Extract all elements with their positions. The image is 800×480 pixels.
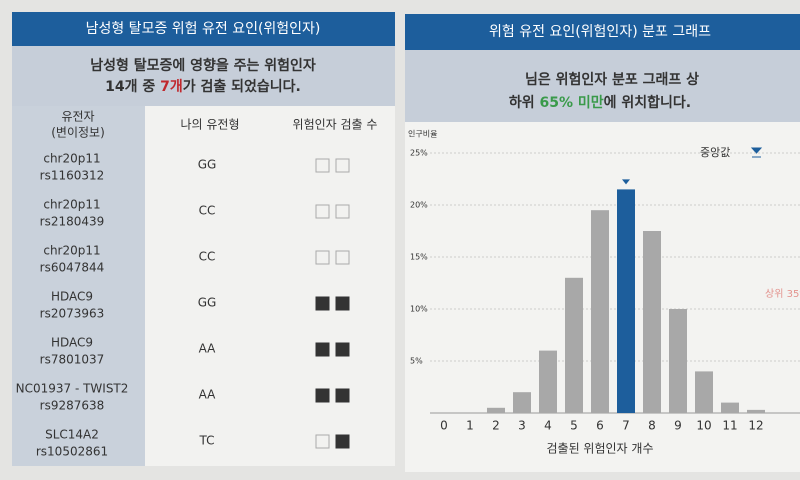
detect-box bbox=[335, 296, 350, 311]
bar bbox=[565, 277, 583, 413]
bar bbox=[487, 407, 505, 413]
x-tick-label: 6 bbox=[596, 419, 604, 433]
rsid: rs10502861 bbox=[36, 445, 108, 459]
bar bbox=[695, 371, 713, 413]
text-part: 7개 bbox=[160, 79, 183, 95]
rsid: rs1160312 bbox=[40, 169, 105, 183]
chart-subtitle: 님은 위험인자 분포 그래프 상 bbox=[525, 71, 699, 88]
gene: chr20p11 bbox=[43, 244, 100, 258]
rsid: rs2073963 bbox=[40, 307, 105, 321]
bar bbox=[591, 210, 609, 413]
annotation: 상위 35% bbox=[765, 287, 800, 300]
detect-box bbox=[335, 250, 350, 265]
x-tick-label: 12 bbox=[748, 419, 763, 433]
detect-box bbox=[315, 296, 330, 311]
gene: HDAC9 bbox=[51, 336, 93, 350]
genotype: CC bbox=[199, 204, 216, 218]
x-tick-label: 8 bbox=[648, 419, 656, 433]
y-tick-label: 20% bbox=[410, 201, 428, 210]
text-part: 하위 bbox=[509, 94, 540, 111]
rsid: rs7801037 bbox=[40, 353, 105, 367]
detect-box bbox=[335, 434, 350, 449]
detect-box bbox=[335, 204, 350, 219]
chart-subtitle: 하위 65% 미만에 위치합니다. bbox=[509, 94, 691, 111]
rsid: rs6047844 bbox=[40, 261, 105, 275]
summary-line: 14개 중 7개가 검출 되었습니다. bbox=[105, 78, 301, 95]
table-bg bbox=[145, 106, 395, 466]
median-marker bbox=[622, 179, 630, 185]
text-part: 14개 중 bbox=[105, 79, 160, 95]
detect-box bbox=[315, 342, 330, 357]
x-tick-label: 5 bbox=[570, 419, 578, 433]
genotype: TC bbox=[198, 434, 214, 448]
y-tick-label: 5% bbox=[410, 357, 423, 366]
y-tick-label: 25% bbox=[410, 149, 428, 158]
y-tick-label: 15% bbox=[410, 253, 428, 262]
detect-box bbox=[315, 250, 330, 265]
x-tick-label: 3 bbox=[518, 419, 526, 433]
bar bbox=[513, 392, 531, 413]
x-tick-label: 4 bbox=[544, 419, 552, 433]
right-header bbox=[405, 14, 800, 50]
x-tick-label: 7 bbox=[622, 419, 630, 433]
gene: chr20p11 bbox=[43, 152, 100, 166]
result-box bbox=[405, 50, 800, 122]
x-axis-label: 검출된 위험인자 개수 bbox=[547, 442, 654, 456]
bar bbox=[747, 409, 765, 413]
text-part: 가 검출 되었습니다. bbox=[183, 78, 301, 95]
text-part: 에 위치합니다. bbox=[604, 94, 691, 111]
column-header: 유전자 bbox=[61, 110, 94, 124]
rsid: rs2180439 bbox=[40, 215, 105, 229]
detect-box bbox=[335, 158, 350, 173]
bar bbox=[643, 231, 661, 413]
x-tick-label: 9 bbox=[674, 419, 682, 433]
detect-box bbox=[315, 434, 330, 449]
x-tick-label: 2 bbox=[492, 419, 500, 433]
summary-line: 남성형 탈모증에 영향을 주는 위험인자 bbox=[90, 57, 316, 74]
detect-box bbox=[315, 158, 330, 173]
y-axis-label: 인구비율 bbox=[408, 129, 437, 139]
y-tick-label: 10% bbox=[410, 305, 428, 314]
x-tick-label: 11 bbox=[722, 419, 737, 433]
chart-title: 위험 유전 요인(위험인자) 분포 그래프 bbox=[489, 24, 711, 40]
bar bbox=[721, 402, 739, 413]
detect-box bbox=[335, 388, 350, 403]
detect-box bbox=[315, 204, 330, 219]
column-header: 위험인자 검출 수 bbox=[293, 118, 378, 132]
x-tick-label: 1 bbox=[466, 419, 474, 433]
summary-box bbox=[12, 46, 395, 106]
gene: HDAC9 bbox=[51, 290, 93, 304]
genotype: GG bbox=[198, 158, 217, 172]
gene: NC01937 - TWIST2 bbox=[16, 382, 129, 396]
rsid: rs9287638 bbox=[40, 399, 105, 413]
gene: SLC14A2 bbox=[45, 428, 99, 442]
left-title: 남성형 탈모증 위험 유전 요인(위험인자) bbox=[86, 21, 321, 37]
detect-box bbox=[315, 388, 330, 403]
gene-column-bg bbox=[12, 106, 145, 466]
text-part: 65% 미만 bbox=[540, 95, 604, 111]
gene: chr20p11 bbox=[43, 198, 100, 212]
genotype: GG bbox=[198, 296, 217, 310]
x-tick-label: 0 bbox=[440, 419, 448, 433]
bar bbox=[539, 350, 557, 413]
genotype: AA bbox=[199, 388, 217, 402]
column-header: 나의 유전형 bbox=[180, 118, 239, 132]
legend-marker bbox=[750, 147, 763, 158]
genotype: CC bbox=[199, 250, 216, 264]
column-header: (변이정보) bbox=[51, 126, 105, 140]
bar bbox=[617, 189, 635, 413]
detect-box bbox=[335, 342, 350, 357]
bar bbox=[669, 309, 687, 413]
x-tick-label: 10 bbox=[696, 419, 711, 433]
genotype: AA bbox=[199, 342, 217, 356]
left-header bbox=[12, 12, 395, 46]
